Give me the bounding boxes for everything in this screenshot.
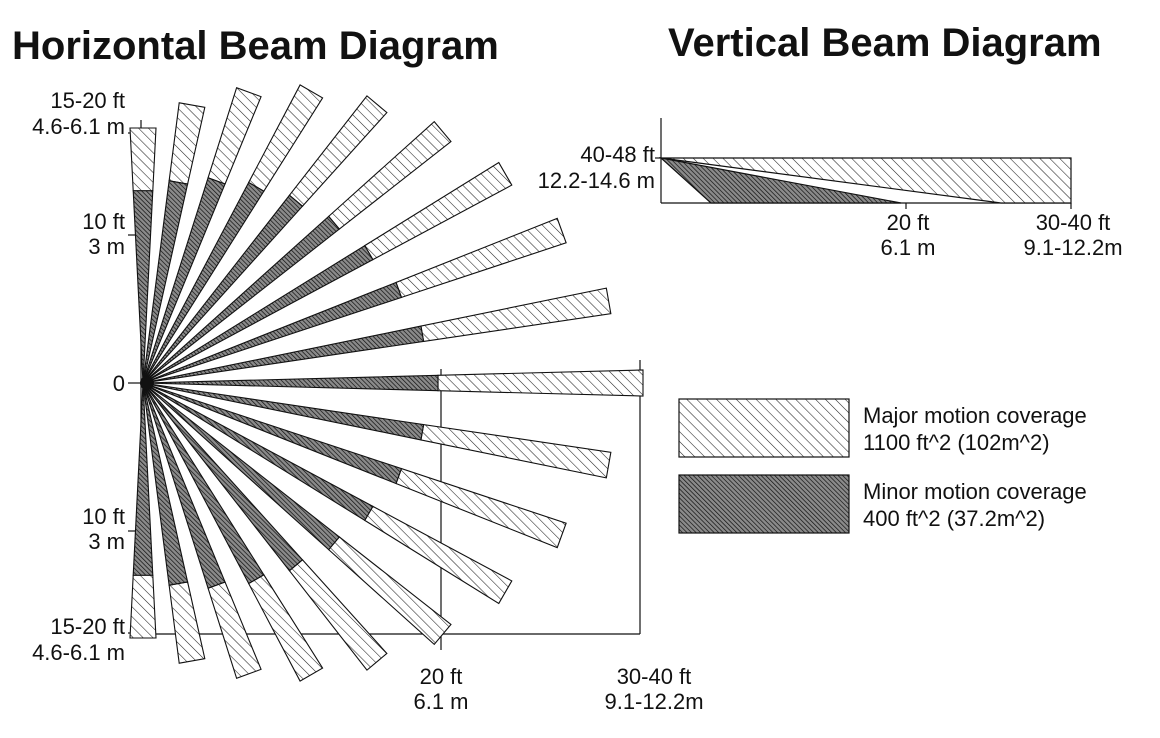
beam-minor-19 — [132, 190, 154, 384]
beam-minor-8 — [142, 382, 403, 485]
h-label-bottom-mid-ft: 10 ft — [82, 504, 125, 529]
h-label-x-far-m: 9.1-12.2m — [604, 689, 703, 714]
v-label-height-ft: 40-48 ft — [580, 142, 655, 167]
beam-major-9 — [420, 423, 612, 479]
beam-major-18 — [168, 102, 206, 185]
h-label-x-mid-m: 6.1 m — [413, 689, 468, 714]
beam-minor-10 — [142, 374, 439, 392]
beam-minor-3 — [142, 382, 226, 589]
beam-major-19 — [129, 127, 157, 192]
beam-minor-16 — [142, 181, 265, 384]
v-label-x-far-ft: 30-40 ft — [1036, 210, 1111, 235]
beam-major-17 — [207, 87, 262, 185]
beam-major-11 — [420, 287, 612, 343]
legend-minor-area: 400 ft^2 (37.2m^2) — [863, 506, 1045, 531]
h-label-x-far-ft: 30-40 ft — [617, 664, 692, 689]
h-label-x-mid-ft: 20 ft — [420, 664, 463, 689]
v-label-x-mid-ft: 20 ft — [887, 210, 930, 235]
legend: Major motion coverage 1100 ft^2 (102m^2)… — [678, 398, 1087, 534]
horizontal-diagram-title: Horizontal Beam Diagram — [12, 24, 499, 68]
beam-major-1 — [129, 574, 157, 639]
v-label-x-far-m: 9.1-12.2m — [1023, 235, 1122, 260]
h-label-bottom-mid-m: 3 m — [88, 529, 125, 554]
beam-minor-14 — [142, 215, 341, 384]
h-label-bottom-far-ft: 15-20 ft — [50, 614, 125, 639]
h-label-bottom-far-m: 4.6-6.1 m — [32, 640, 125, 665]
beam-minor-5 — [142, 382, 304, 572]
beam-minor-15 — [142, 194, 304, 384]
v-minor-beam — [659, 157, 902, 204]
beam-minor-17 — [142, 177, 226, 384]
h-label-center: 0 — [113, 371, 125, 396]
legend-minor-title: Minor motion coverage — [863, 479, 1087, 504]
horizontal-beam-fan — [129, 84, 644, 682]
beam-origin — [140, 376, 154, 390]
horizontal-axis-labels: 15-20 ft 4.6-6.1 m 10 ft 3 m 0 10 ft 3 m… — [32, 88, 703, 714]
beam-minor-1 — [132, 382, 154, 576]
beam-minor-13 — [142, 244, 374, 384]
beam-minor-11 — [142, 325, 425, 384]
beam-minor-2 — [142, 382, 189, 586]
legend-minor-swatch — [678, 474, 850, 534]
beam-minor-12 — [142, 281, 403, 384]
beam-major-10 — [437, 369, 644, 397]
h-label-top-far-ft: 15-20 ft — [50, 88, 125, 113]
v-label-height-m: 12.2-14.6 m — [538, 168, 655, 193]
beam-minor-6 — [142, 382, 341, 551]
beam-major-2 — [168, 581, 206, 664]
legend-major-area: 1100 ft^2 (102m^2) — [863, 430, 1050, 455]
beam-minor-18 — [142, 180, 189, 384]
legend-major-swatch — [678, 398, 850, 458]
beam-minor-7 — [142, 382, 374, 522]
vertical-diagram-title: Vertical Beam Diagram — [668, 21, 1102, 65]
legend-major-title: Major motion coverage — [863, 403, 1087, 428]
beam-minor-9 — [142, 382, 425, 441]
h-label-top-far-m: 4.6-6.1 m — [32, 114, 125, 139]
vertical-beam-diagram: 40-48 ft 12.2-14.6 m 20 ft 6.1 m 30-40 f… — [538, 118, 1123, 260]
v-label-x-mid-m: 6.1 m — [880, 235, 935, 260]
h-label-top-mid-ft: 10 ft — [82, 209, 125, 234]
beam-minor-4 — [142, 382, 265, 585]
h-label-top-mid-m: 3 m — [88, 234, 125, 259]
beam-major-3 — [207, 581, 262, 679]
